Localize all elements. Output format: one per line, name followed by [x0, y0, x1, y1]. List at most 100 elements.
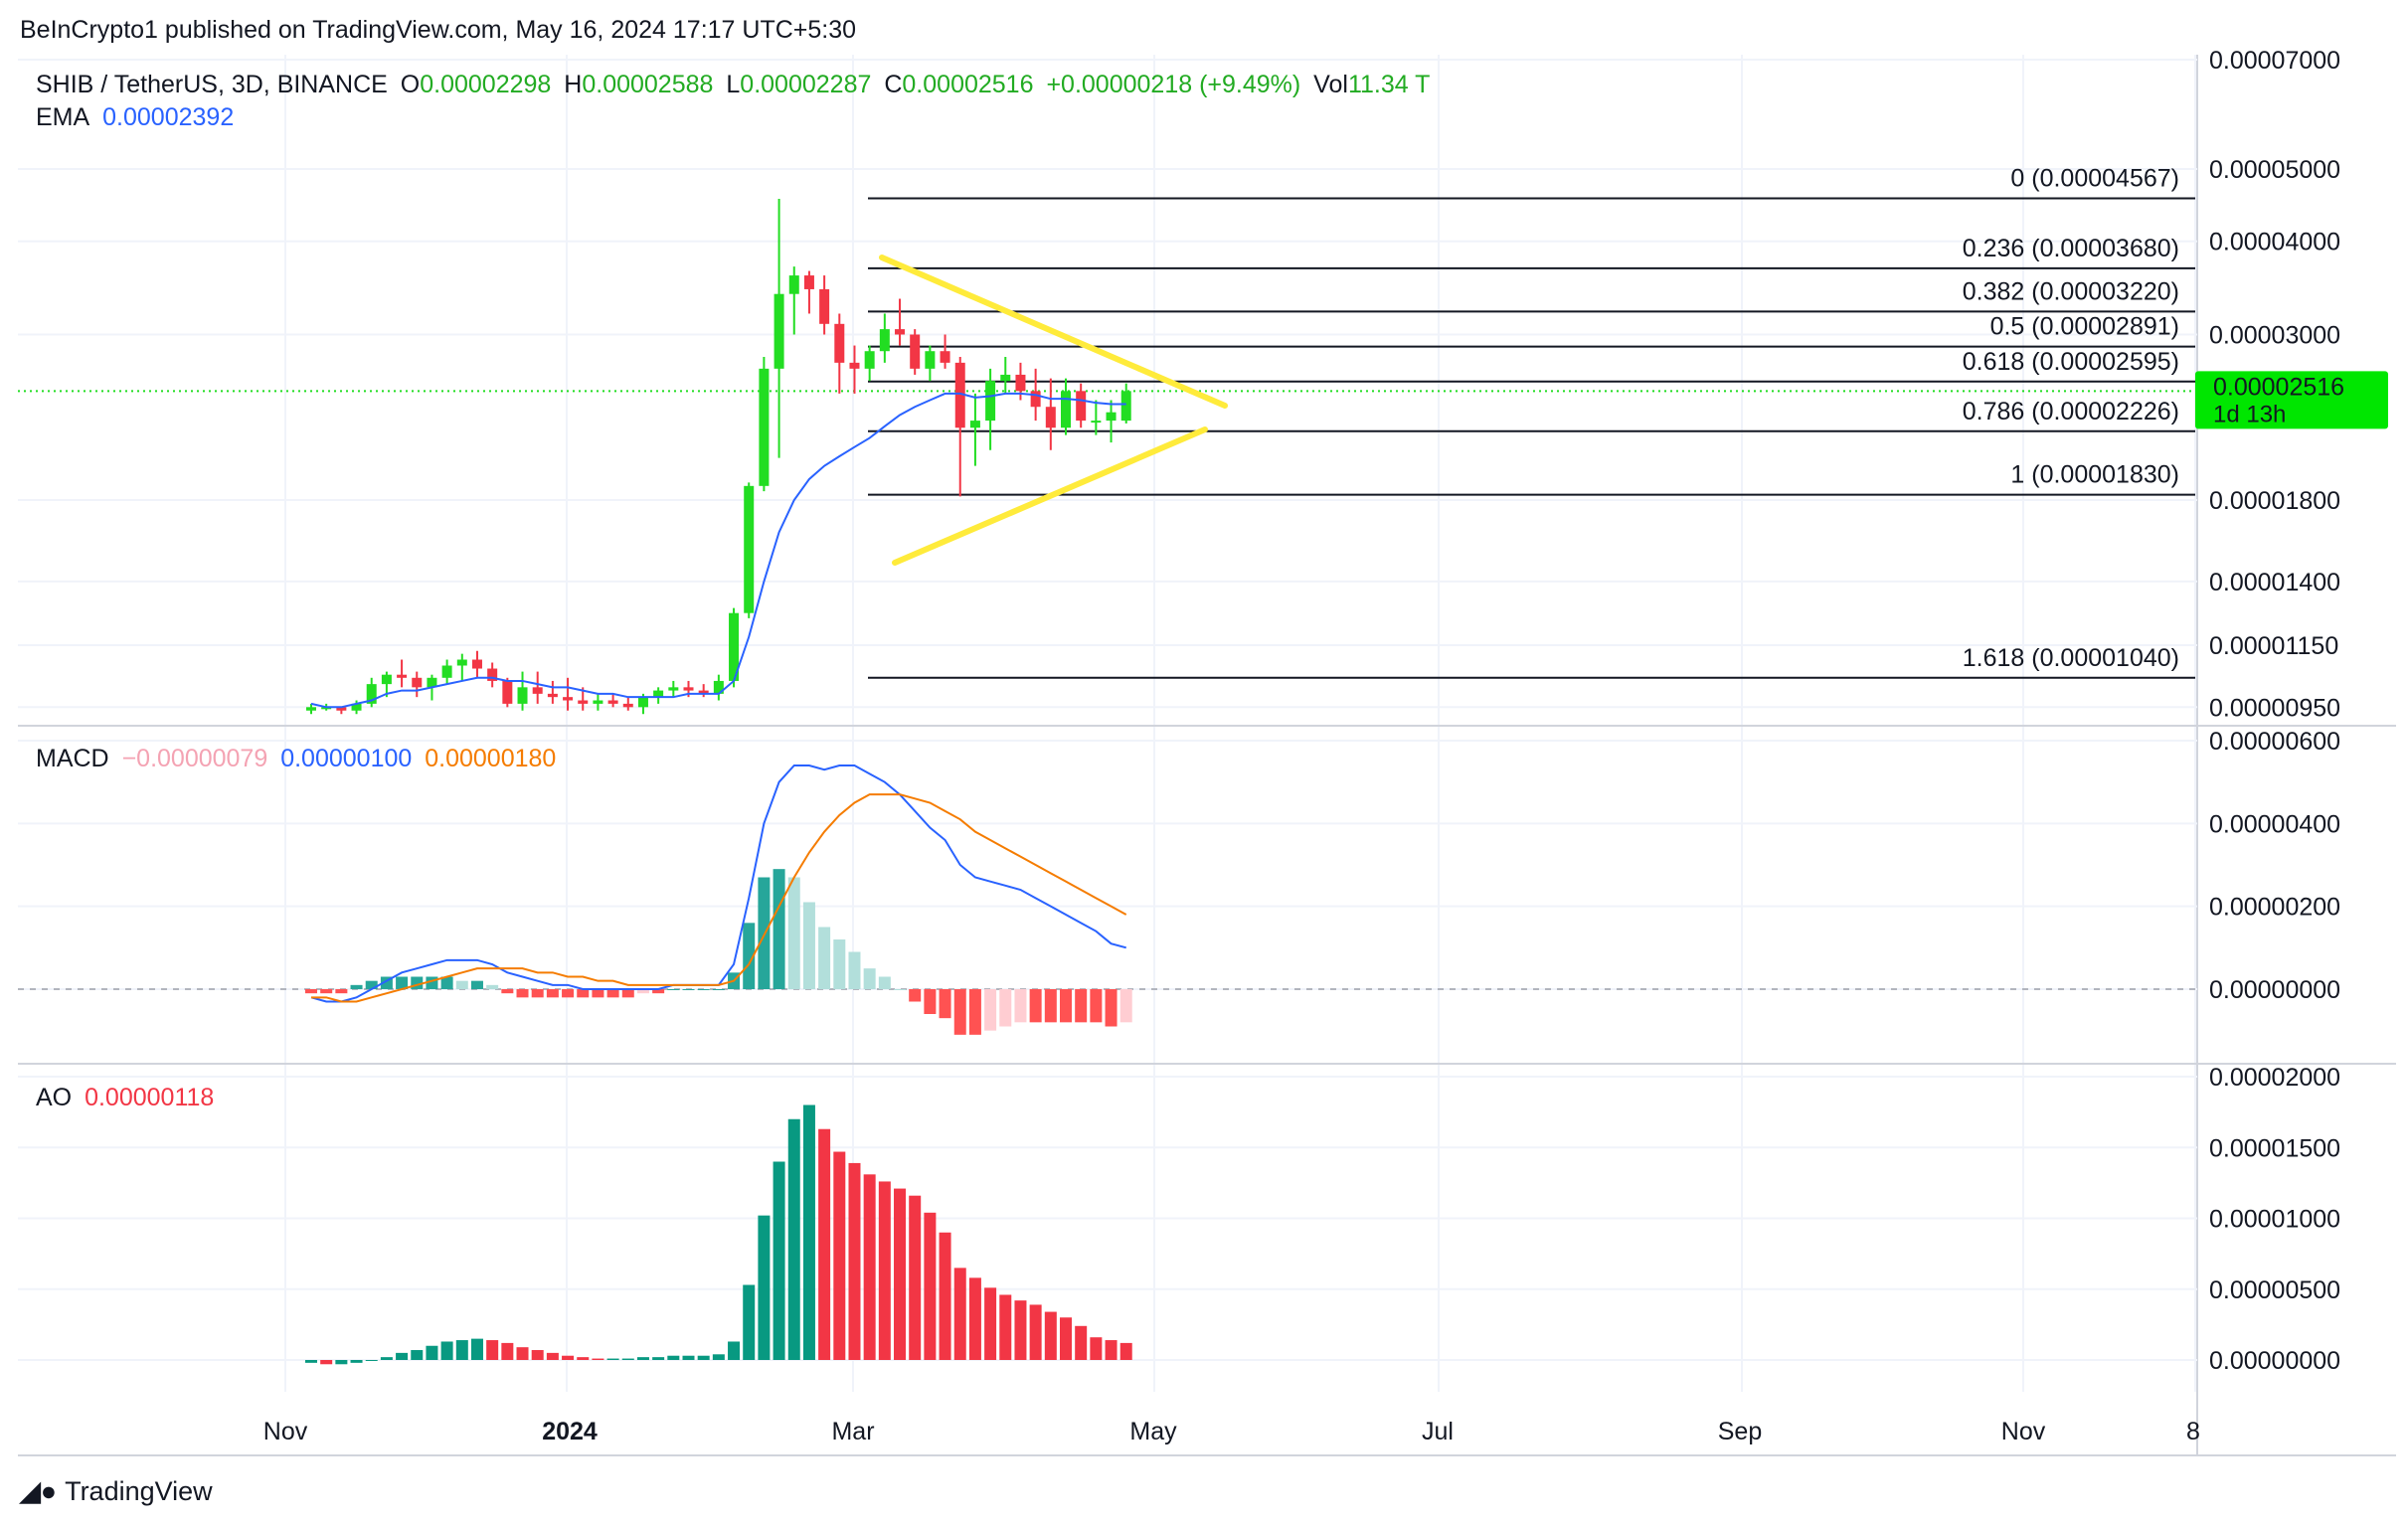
ao-bar: [999, 1294, 1012, 1360]
ao-axis[interactable]: 0.00002000 0.00001500 0.00001000 0.00000500…: [2209, 1064, 2340, 1375]
price-tick-label: 0.00004000: [2209, 229, 2340, 256]
ao-bar: [335, 1360, 348, 1365]
macd-hist-bar: [1119, 989, 1132, 1023]
time-tick-label: 8: [2186, 1418, 2200, 1445]
ao-bar: [924, 1212, 937, 1360]
candle-body: [879, 329, 890, 352]
ao-bar: [396, 1352, 409, 1360]
macd-hist-bar: [802, 902, 815, 989]
candle-body: [441, 665, 452, 678]
ao-bar: [818, 1128, 831, 1360]
ao-bar: [455, 1340, 468, 1360]
signal-line: [311, 793, 1127, 1003]
ao-bar: [968, 1277, 981, 1360]
footer-brand[interactable]: ◢● TradingView: [20, 1476, 219, 1507]
macd-hist-bar: [743, 923, 756, 989]
time-axis[interactable]: Nov 2024 Mar May Jul Sep Nov 8: [263, 1418, 2200, 1445]
ao-bar: [350, 1360, 363, 1363]
ao-bar: [380, 1357, 393, 1360]
ema-polyline: [310, 392, 1126, 709]
candle-body: [1106, 412, 1117, 422]
tradingview-logo-icon: ◢●: [20, 1476, 58, 1506]
price-axis[interactable]: 0.00007000 0.00005000 0.00004000 0.00003000…: [2209, 47, 2340, 722]
macd-legend[interactable]: MACD −0.00000079 0.00000100 0.00000180: [36, 745, 562, 773]
ao-bar: [953, 1268, 966, 1360]
macd-hist-value: −0.00000079: [121, 745, 268, 772]
tradingview-brand: TradingView: [65, 1476, 213, 1506]
macd-hist-bar: [546, 989, 559, 998]
macd-hist-bar: [1014, 989, 1027, 1023]
macd-signal-value: 0.00000180: [425, 745, 557, 772]
macd-hist-bar: [440, 976, 453, 989]
macd-hist-bar: [455, 980, 468, 989]
candle-body: [864, 351, 875, 369]
macd-hist-bar: [953, 989, 966, 1035]
candle-body: [607, 700, 618, 704]
price-badge-price: 0.00002516: [2213, 373, 2344, 401]
candle-body: [819, 288, 830, 324]
macd-hist-bar: [486, 984, 499, 989]
macd-hist-bar: [350, 984, 363, 989]
macd-hist-bar: [531, 989, 544, 998]
candle-body: [427, 677, 437, 688]
macd-hist-bar: [909, 989, 922, 1002]
fib-level-label: 0.618 (0.00002595): [1963, 348, 2179, 376]
time-tick-label: Sep: [1718, 1418, 1762, 1445]
macd-hist-bar: [396, 976, 409, 989]
fib-level-label: 0.382 (0.00003220): [1963, 277, 2179, 305]
candle-body: [744, 485, 755, 613]
time-tick-label: Nov: [2001, 1418, 2046, 1445]
ao-bar: [652, 1357, 665, 1360]
symmetrical-triangle[interactable]: [879, 254, 1228, 566]
candle-body: [351, 703, 362, 711]
candle-body: [637, 697, 648, 708]
candle-body: [563, 697, 574, 701]
ao-pane: [305, 1104, 1132, 1365]
symbol-title[interactable]: SHIB / TetherUS, 3D, BINANCE: [36, 71, 388, 98]
fib-level-label: 1 (0.00001830): [2010, 461, 2179, 489]
ao-bar: [712, 1354, 725, 1360]
ao-legend[interactable]: AO 0.00000118: [36, 1084, 220, 1112]
ao-bar: [939, 1232, 951, 1360]
candle-body: [336, 707, 347, 711]
fib-retracement[interactable]: 0 (0.00004567) 0.236 (0.00003680) 0.382 (0…: [868, 165, 2195, 679]
macd-hist-bar: [863, 968, 876, 989]
time-tick-label: Jul: [1422, 1418, 1454, 1445]
ema-legend[interactable]: EMA 0.00002392: [36, 103, 240, 132]
candle-body: [834, 323, 845, 363]
candle-body: [1015, 374, 1026, 392]
candle-body: [849, 362, 860, 369]
ema-line: [310, 392, 1126, 709]
ao-bar: [728, 1341, 741, 1360]
candle-body: [456, 659, 467, 666]
macd-tick-label: 0.00000200: [2209, 894, 2340, 922]
ao-bar: [426, 1345, 438, 1360]
fib-level-label: 1.618 (0.00001040): [1963, 644, 2179, 672]
macd-hist-bar: [335, 989, 348, 994]
macd-hist-bar: [999, 989, 1012, 1027]
ao-bar: [1119, 1342, 1132, 1360]
ao-tick-label: 0.00002000: [2209, 1064, 2340, 1092]
publisher-line: BeInCrypto1 published on TradingView.com…: [20, 16, 862, 45]
macd-hist-bar: [365, 980, 378, 989]
macd-hist-bar: [924, 989, 937, 1014]
ao-tick-label: 0.00001500: [2209, 1134, 2340, 1162]
ao-bar: [1044, 1311, 1057, 1360]
ao-tick-label: 0.00000000: [2209, 1347, 2340, 1375]
price-tick-label: 0.00001400: [2209, 569, 2340, 596]
ao-bar: [758, 1215, 771, 1360]
open-value: 0.00002298: [420, 71, 552, 98]
macd-hist-bar: [592, 989, 604, 998]
fib-level-label: 0.5 (0.00002891): [1990, 313, 2179, 341]
macd-axis[interactable]: 0.00000600 0.00000400 0.00000200 0.00000000: [2209, 728, 2340, 1004]
candle-body: [954, 362, 965, 428]
macd-label: MACD: [36, 745, 109, 772]
ao-bar: [562, 1355, 575, 1360]
ao-bar: [848, 1162, 861, 1360]
macd-hist-bar: [636, 989, 649, 994]
ao-bar: [486, 1340, 499, 1360]
macd-hist-bar: [878, 976, 891, 989]
macd-hist-bar: [1075, 989, 1088, 1023]
candle-body: [910, 334, 921, 369]
